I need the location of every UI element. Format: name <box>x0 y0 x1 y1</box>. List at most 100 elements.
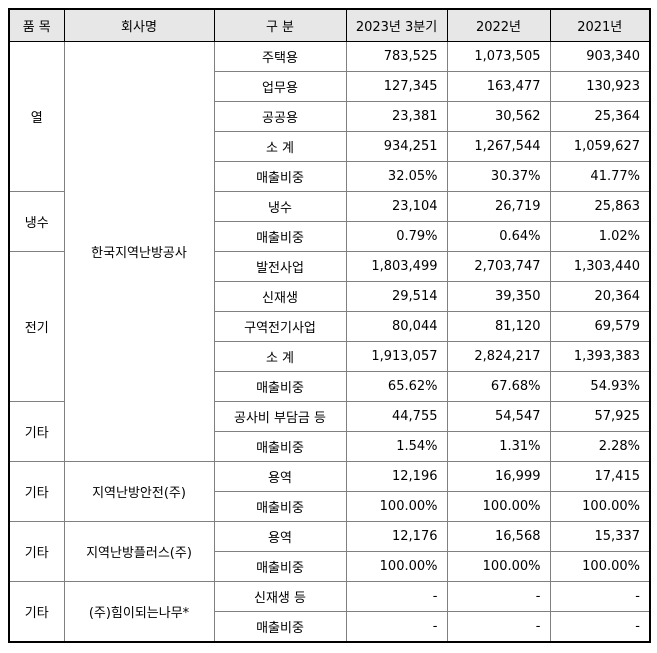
header-cell: 품 목 <box>8 8 65 42</box>
header-row: 품 목 회사명 구 분 2023년 3분기 2022년 2021년 <box>8 8 651 42</box>
value-cell: - <box>549 611 651 643</box>
value-cell: 1.54% <box>345 431 448 462</box>
table-row: 냉수 냉수 23,104 26,719 25,863 <box>8 191 651 252</box>
header-cell: 회사명 <box>63 8 215 42</box>
value-cell: 903,340 <box>549 41 651 72</box>
item-cell: 기타 <box>8 401 65 462</box>
category-cell: 소 계 <box>213 131 347 162</box>
value-cell: 30.37% <box>446 161 551 192</box>
category-cell: 매출비중 <box>213 221 347 252</box>
value-cell: 39,350 <box>446 281 551 312</box>
value-cell: 32.05% <box>345 161 448 192</box>
company-cell: (주)힘이되는나무* <box>63 581 215 643</box>
value-cell: 67.68% <box>446 371 551 402</box>
value-cell: 127,345 <box>345 71 448 102</box>
table-header: 품 목 회사명 구 분 2023년 3분기 2022년 2021년 <box>8 8 651 42</box>
category-cell: 신재생 <box>213 281 347 312</box>
category-cell: 용역 <box>213 521 347 552</box>
value-cell: - <box>345 581 448 612</box>
value-cell: 1,059,627 <box>549 131 651 162</box>
value-cell: 29,514 <box>345 281 448 312</box>
value-cell: 1.02% <box>549 221 651 252</box>
category-cell: 매출비중 <box>213 431 347 462</box>
category-cell: 매출비중 <box>213 551 347 582</box>
table-row: 매출비중 100.00% 100.00% 100.00% <box>9 491 651 522</box>
value-cell: 23,104 <box>345 191 448 222</box>
value-cell: 1,303,440 <box>549 251 651 282</box>
value-cell: 0.79% <box>345 221 448 252</box>
value-cell: 69,579 <box>549 311 651 342</box>
header-cell: 2022년 <box>446 8 551 42</box>
table-row: 소 계 1,913,057 2,824,217 1,393,383 <box>9 341 651 372</box>
value-cell: 934,251 <box>345 131 448 162</box>
value-cell: 100.00% <box>345 491 448 522</box>
table-row: 기타 공사비 부담금 등 44,755 54,547 57,925 <box>8 401 651 462</box>
value-cell: 130,923 <box>549 71 651 102</box>
value-cell: 54.93% <box>549 371 651 402</box>
value-cell: 100.00% <box>345 551 448 582</box>
value-cell: 1,073,505 <box>446 41 551 72</box>
value-cell: 54,547 <box>446 401 551 432</box>
category-cell: 매출비중 <box>213 161 347 192</box>
value-cell: 30,562 <box>446 101 551 132</box>
value-cell: 16,999 <box>446 461 551 492</box>
category-cell: 소 계 <box>213 341 347 372</box>
category-cell: 신재생 등 <box>213 581 347 612</box>
category-cell: 냉수 <box>213 191 347 222</box>
value-cell: 1,803,499 <box>345 251 448 282</box>
value-cell: - <box>549 581 651 612</box>
value-cell: 15,337 <box>549 521 651 552</box>
value-cell: 57,925 <box>549 401 651 432</box>
value-cell: 1,393,383 <box>549 341 651 372</box>
category-cell: 매출비중 <box>213 491 347 522</box>
category-cell: 주택용 <box>213 41 347 72</box>
value-cell: 1,913,057 <box>345 341 448 372</box>
table-body: 열 한국지역난방공사 주택용 783,525 1,073,505 903,340 업무용 12… <box>8 41 651 643</box>
table-row: 기타 (주)힘이되는나무* 신재생 등--- <box>8 581 651 643</box>
table-row: 공공용 23,381 30,562 25,364 <box>9 101 651 132</box>
value-cell: 12,196 <box>345 461 448 492</box>
value-cell: 100.00% <box>446 491 551 522</box>
value-cell: 2.28% <box>549 431 651 462</box>
value-cell: 20,364 <box>549 281 651 312</box>
table-row: 소 계 934,251 1,267,544 1,059,627 <box>9 131 651 162</box>
value-cell: 26,719 <box>446 191 551 222</box>
value-cell: 0.64% <box>446 221 551 252</box>
value-cell: 80,044 <box>345 311 448 342</box>
value-cell: - <box>345 611 448 643</box>
company-cell: 지역난방플러스(주) <box>63 521 215 582</box>
category-cell: 공사비 부담금 등 <box>213 401 347 432</box>
table-row: 신재생 29,514 39,350 20,364 <box>9 281 651 312</box>
value-cell: 2,824,217 <box>446 341 551 372</box>
table-row: 구역전기사업 80,044 81,120 69,579 <box>9 311 651 342</box>
item-cell: 전기 <box>8 251 65 402</box>
table-row: 매출비중 1.54% 1.31% 2.28% <box>9 431 651 462</box>
value-cell: 65.62% <box>345 371 448 402</box>
category-cell: 발전사업 <box>213 251 347 282</box>
value-cell: 23,381 <box>345 101 448 132</box>
header-cell: 구 분 <box>213 8 347 42</box>
value-cell: - <box>446 581 551 612</box>
table-row: 매출비중 32.05% 30.37% 41.77% <box>9 161 651 192</box>
table-row: 기타 지역난방플러스(주) 용역 12,176 16,568 15,337 <box>8 521 651 582</box>
item-cell: 기타 <box>8 581 65 643</box>
table-row: 매출비중 0.79% 0.64% 1.02% <box>9 221 651 252</box>
category-cell: 용역 <box>213 461 347 492</box>
company-cell: 지역난방안전(주) <box>63 461 215 522</box>
category-cell: 구역전기사업 <box>213 311 347 342</box>
value-cell: 100.00% <box>549 551 651 582</box>
value-cell: 783,525 <box>345 41 448 72</box>
value-cell: 25,863 <box>549 191 651 222</box>
table-row: 전기 발전사업 1,803,499 2,703,747 1,303,440 <box>8 251 651 402</box>
table-row: 기타 지역난방안전(주) 용역 12,196 16,999 17,415 <box>8 461 651 522</box>
value-cell: 25,364 <box>549 101 651 132</box>
item-cell: 기타 <box>8 521 65 582</box>
item-cell: 냉수 <box>8 191 65 252</box>
item-cell: 열 <box>8 41 65 192</box>
value-cell: 12,176 <box>345 521 448 552</box>
header-cell: 2021년 <box>549 8 651 42</box>
value-cell: 2,703,747 <box>446 251 551 282</box>
table-row: 업무용 127,345 163,477 130,923 <box>9 71 651 102</box>
header-cell: 2023년 3분기 <box>345 8 448 42</box>
